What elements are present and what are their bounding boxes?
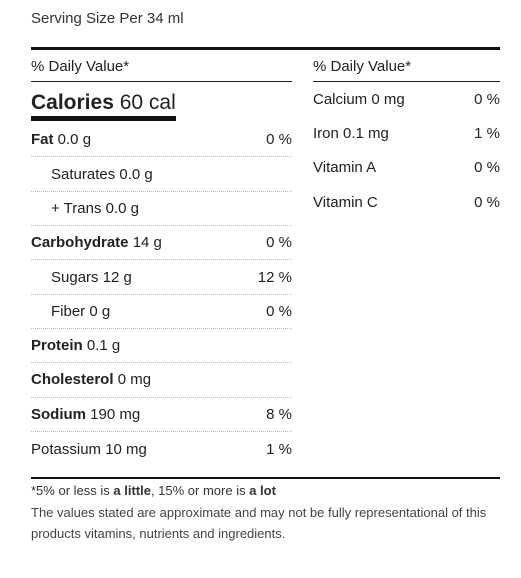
nutrient-row-sodium: Sodium 190 mg 8 % — [31, 398, 292, 432]
nutrient-name: Calcium — [313, 90, 368, 108]
nutrient-name: Protein — [31, 337, 83, 355]
nutrient-row-fat: Fat 0.0 g 0 % — [31, 123, 292, 158]
nutrient-amount: 0 mg — [117, 371, 152, 389]
top-divider — [31, 47, 500, 50]
nutrient-label: Sugars 12 g — [51, 269, 132, 286]
nutrient-row-protein: Protein 0.1 g — [31, 329, 292, 364]
nutrient-daily-value: 0 % — [474, 193, 500, 211]
nutrient-row-cholesterol: Cholesterol 0 mg — [31, 363, 292, 398]
nutrient-amount: 0.0 g — [105, 199, 139, 217]
nutrient-amount: 10 mg — [105, 440, 147, 458]
nutrient-name: Sugars — [51, 268, 99, 286]
nutrient-name: Cholesterol — [31, 371, 114, 389]
nutrient-row-vitamin-a: Vitamin A 0 % — [313, 151, 500, 185]
nutrient-daily-value: 8 % — [266, 405, 292, 423]
nutrient-name: + Trans — [51, 199, 102, 217]
nutrient-label: Calcium 0 mg — [313, 91, 405, 108]
serving-size: Serving Size Per 34 ml — [31, 10, 184, 27]
footnote-little: a little — [113, 483, 151, 498]
nutrient-name: Potassium — [31, 440, 102, 458]
nutrient-daily-value: 0 % — [266, 131, 292, 149]
nutrient-name: Vitamin A — [313, 159, 377, 177]
nutrients-column: % Daily Value* Calories 60 cal Fat 0.0 g… — [31, 50, 292, 466]
nutrient-row-vitamin-c: Vitamin C 0 % — [313, 185, 500, 219]
nutrient-daily-value: 0 % — [474, 159, 500, 177]
nutrient-name: Carbohydrate — [31, 234, 129, 252]
nutrient-daily-value: 0 % — [474, 90, 500, 108]
nutrient-label: Protein 0.1 g — [31, 337, 120, 354]
nutrient-amount: 0.0 g — [57, 131, 92, 149]
nutrient-name: Iron — [313, 124, 339, 142]
daily-value-header-left: % Daily Value* — [31, 50, 292, 82]
nutrient-label: Potassium 10 mg — [31, 441, 147, 458]
nutrient-label: Vitamin C — [313, 194, 378, 211]
nutrient-name: Saturates — [51, 165, 116, 183]
nutrient-name: Sodium — [31, 405, 86, 423]
nutrient-name: Fiber — [51, 302, 86, 320]
footnote-middle: , 15% or more is — [150, 483, 250, 498]
nutrient-name: Vitamin C — [313, 193, 378, 211]
nutrient-daily-value: 12 % — [257, 268, 292, 286]
nutrient-daily-value: 0 % — [266, 234, 292, 252]
nutrient-name: Fat — [31, 131, 54, 149]
nutrient-label: + Trans 0.0 g — [51, 200, 139, 217]
nutrient-row-carbohydrate: Carbohydrate 14 g 0 % — [31, 226, 292, 261]
calories-label: Calories — [31, 91, 114, 114]
nutrient-label: Saturates 0.0 g — [51, 166, 153, 183]
nutrient-row-iron: Iron 0.1 mg 1 % — [313, 116, 500, 150]
nutrient-amount: 0.1 g — [86, 337, 121, 355]
nutrient-daily-value: 1 % — [266, 440, 292, 458]
nutrient-daily-value: 1 % — [474, 124, 500, 142]
nutrient-amount: 190 mg — [90, 405, 141, 423]
nutrient-row-calcium: Calcium 0 mg 0 % — [313, 82, 500, 116]
footnote-prefix: *5% or less is — [31, 483, 114, 498]
nutrient-daily-value: 0 % — [266, 302, 292, 320]
nutrient-row-fiber: Fiber 0 g 0 % — [31, 295, 292, 329]
nutrient-amount: 0 g — [89, 302, 111, 320]
nutrient-row-sugars: Sugars 12 g 12 % — [31, 260, 292, 295]
nutrient-label: Fiber 0 g — [51, 303, 110, 320]
nutrient-amount: 14 g — [132, 234, 162, 252]
nutrient-amount: 12 g — [102, 268, 132, 286]
nutrient-label: Vitamin A — [313, 159, 376, 176]
nutrient-label: Sodium 190 mg — [31, 406, 140, 423]
bottom-divider — [31, 477, 500, 479]
vitamins-column: % Daily Value* Calcium 0 mg 0 % Iron 0.1 m… — [313, 50, 500, 219]
nutrient-label: Carbohydrate 14 g — [31, 234, 162, 251]
nutrient-label: Cholesterol 0 mg — [31, 371, 151, 388]
daily-value-header-right: % Daily Value* — [313, 50, 500, 82]
disclaimer: The values stated are approximate and ma… — [31, 505, 487, 541]
calories-line: Calories 60 cal — [31, 90, 176, 122]
footnote-lot: a lot — [249, 483, 276, 498]
nutrient-amount: 0.0 g — [119, 165, 153, 183]
nutrient-amount: 0.1 mg — [343, 124, 389, 142]
nutrient-amount: 0 mg — [371, 90, 405, 108]
calories-value: 60 cal — [119, 91, 176, 114]
nutrient-row-saturates: Saturates 0.0 g — [31, 157, 292, 192]
nutrient-label: Iron 0.1 mg — [313, 125, 389, 142]
nutrient-row-potassium: Potassium 10 mg 1 % — [31, 432, 292, 466]
vitamin-list: Calcium 0 mg 0 % Iron 0.1 mg 1 % Vitamin A 0 … — [313, 82, 500, 219]
nutrient-row-trans: + Trans 0.0 g — [31, 192, 292, 227]
footnote: *5% or less is a little, 15% or more is … — [31, 483, 500, 499]
nutrient-label: Fat 0.0 g — [31, 131, 91, 148]
